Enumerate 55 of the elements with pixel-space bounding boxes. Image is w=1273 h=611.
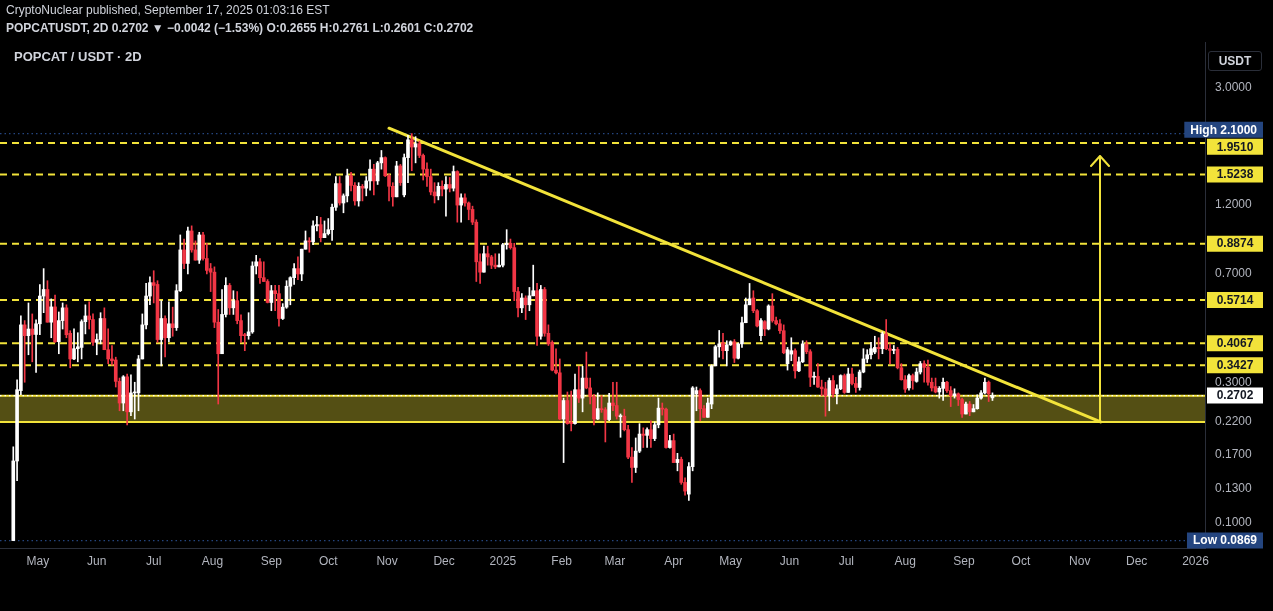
x-tick-label: Oct bbox=[318, 553, 339, 568]
x-tick-label: Jul bbox=[146, 553, 162, 568]
candlestick bbox=[170, 306, 175, 337]
y-tick-label: 1.2000 bbox=[1215, 197, 1253, 212]
candlestick bbox=[485, 245, 490, 266]
x-tick-label: Jun bbox=[779, 553, 800, 568]
text: CryptoNuclear published, September 17, 2025 01:03:16 EST bbox=[6, 3, 330, 17]
text: POPCAT / USDT · 2D bbox=[14, 49, 142, 64]
y-tick-label: 0.2200 bbox=[1215, 414, 1253, 429]
x-tick-label: Feb bbox=[551, 553, 573, 568]
candlestick bbox=[812, 371, 816, 385]
ref-line-label: 1.9510 bbox=[1216, 139, 1254, 154]
x-tick-label: Dec bbox=[1126, 553, 1148, 568]
candlestick bbox=[922, 360, 926, 383]
ref-line-label: 0.2702 bbox=[1216, 388, 1254, 403]
candlestick bbox=[440, 180, 444, 197]
x-tick-label: Mar bbox=[604, 553, 626, 568]
x-tick-label: Sep bbox=[953, 553, 975, 568]
chart-subtitle: POPCATUSDT, 2D 0.2702 ▼ −0.0042 (−1.53%) O:0.2655 H:0.2761 L:0.2601 C:0.2702 bbox=[6, 21, 474, 35]
candlestick bbox=[569, 390, 574, 432]
x-tick-label: 2026 bbox=[1182, 553, 1210, 568]
candlestick bbox=[576, 365, 581, 403]
candlestick bbox=[789, 337, 794, 362]
ref-line-label: High 2.1000 bbox=[1190, 122, 1258, 137]
x-tick-label: Sep bbox=[260, 553, 283, 568]
x-tick-label: Aug bbox=[201, 553, 224, 568]
ref-line-label: 0.3427 bbox=[1216, 358, 1254, 373]
candlestick bbox=[409, 133, 414, 172]
x-tick-label: Dec bbox=[433, 553, 455, 568]
x-tick-label: Nov bbox=[376, 553, 398, 568]
y-tick-label: 3.0000 bbox=[1215, 80, 1253, 95]
x-tick-label: Apr bbox=[664, 553, 684, 568]
y-tick-label: 0.7000 bbox=[1215, 266, 1253, 281]
x-tick-label: May bbox=[719, 553, 742, 568]
x-tick-label: 2025 bbox=[489, 553, 517, 568]
ref-line-label: Low 0.0869 bbox=[1192, 533, 1258, 548]
x-tick-label: Jul bbox=[838, 553, 855, 568]
x-tick-label: May bbox=[26, 553, 50, 568]
ref-line-label: 0.4067 bbox=[1216, 336, 1254, 351]
candlestick bbox=[30, 313, 35, 363]
x-tick-label: Jun bbox=[87, 553, 107, 568]
y-tick-label: 0.1700 bbox=[1215, 447, 1253, 462]
ref-line-label: 0.8874 bbox=[1216, 236, 1254, 251]
y-axis-title: USDT bbox=[1208, 51, 1262, 71]
x-tick-label: Oct bbox=[1011, 553, 1031, 568]
y-tick-label: 0.3000 bbox=[1215, 374, 1253, 389]
x-tick-label: Aug bbox=[894, 553, 916, 568]
ref-line-label: 1.5238 bbox=[1216, 167, 1254, 182]
candlestick bbox=[444, 176, 448, 217]
ref-line-label: 0.5714 bbox=[1216, 292, 1254, 307]
candlestick bbox=[724, 340, 729, 367]
y-tick-label: 0.1000 bbox=[1215, 514, 1253, 529]
y-tick-label: 0.1300 bbox=[1215, 481, 1253, 496]
candlestick bbox=[891, 345, 896, 355]
x-tick-label: Nov bbox=[1069, 553, 1091, 568]
